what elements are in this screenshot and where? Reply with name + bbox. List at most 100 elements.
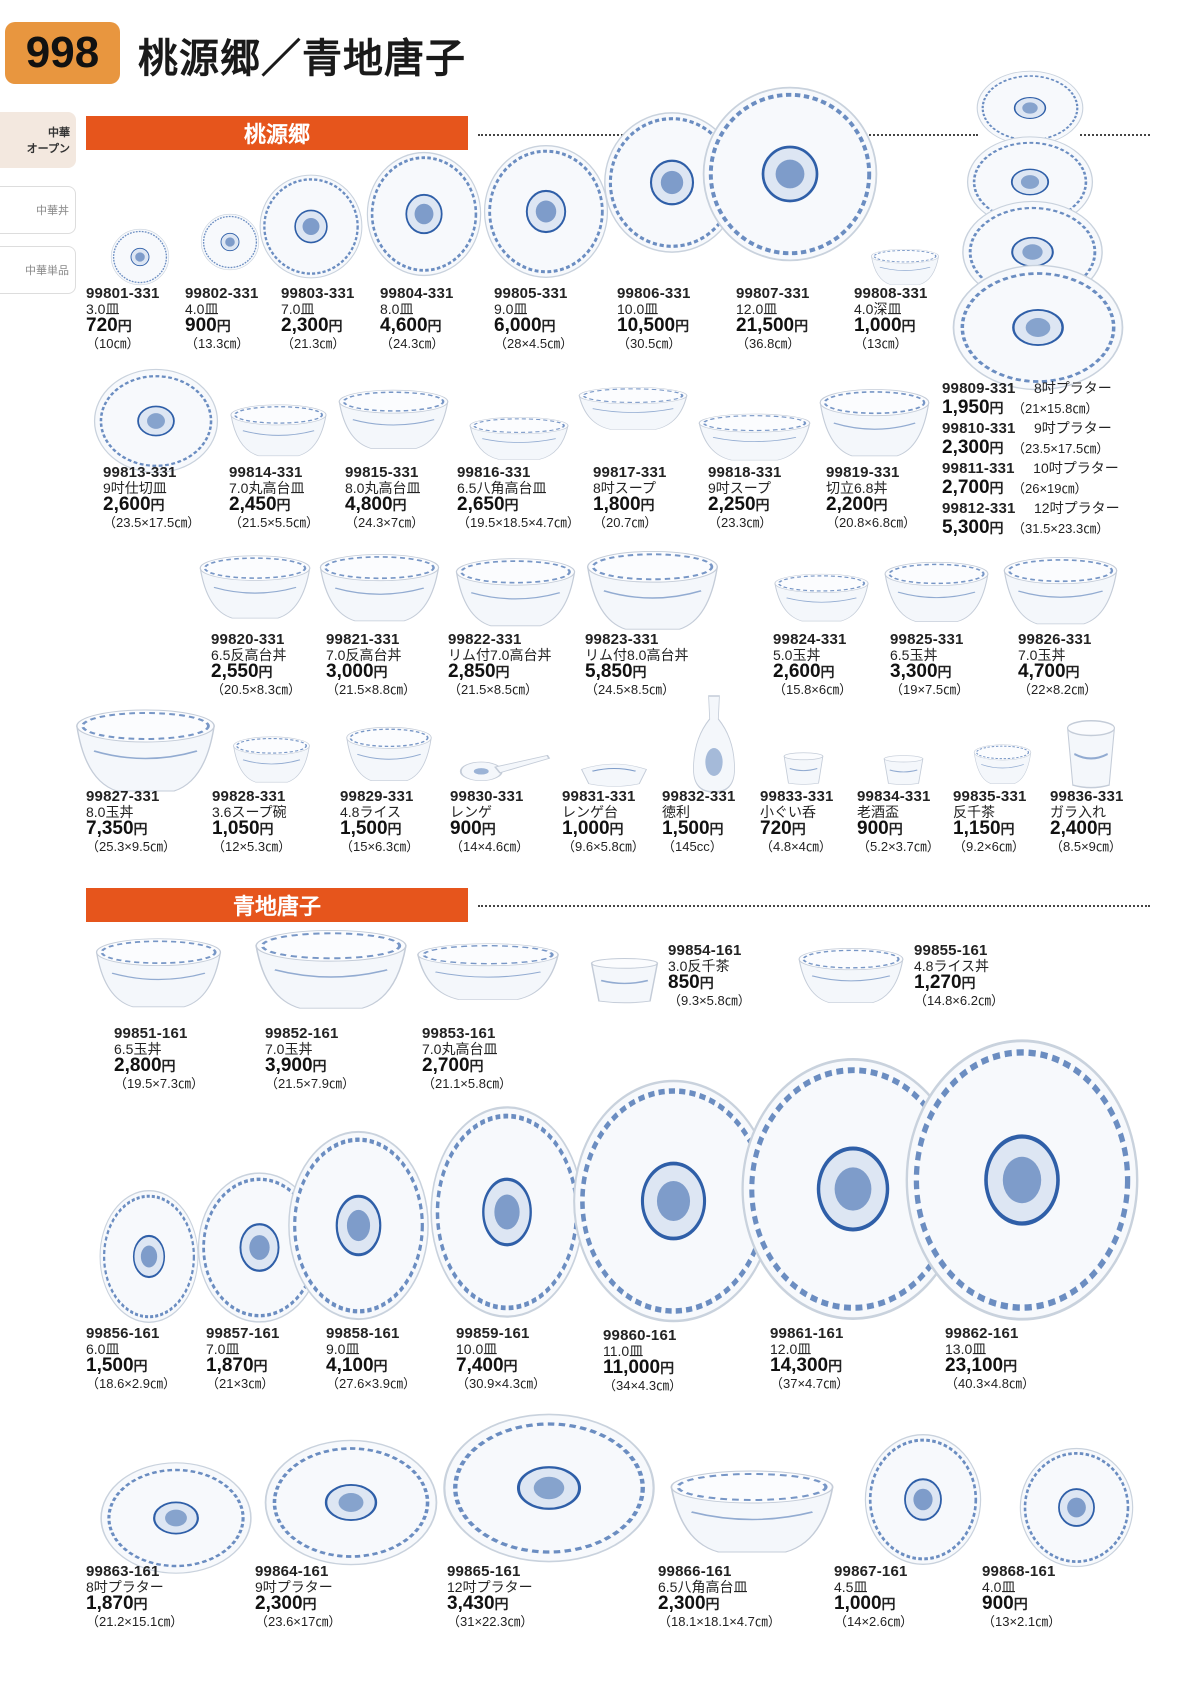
product-item: 99851-161 6.5玉丼 2,800円 （19.5×7.3㎝） [114, 1026, 204, 1090]
product-size: （21×3㎝） [206, 1376, 275, 1391]
product-name: 11.0皿 [603, 1343, 644, 1359]
product-name: 9.0皿 [494, 301, 528, 317]
product-image [98, 1458, 254, 1578]
product-size: （21.5×7.9㎝） [265, 1076, 355, 1091]
product-name: 12吋プラター [1034, 500, 1120, 516]
product-code: 99817-331 [593, 464, 667, 481]
product-price: 6,000 [494, 315, 542, 336]
product-size: （13㎝） [854, 336, 908, 351]
product-name: 6.5玉丼 [890, 647, 938, 663]
product-price: 2,300 [255, 1593, 303, 1614]
product-item: 99824-331 5.0玉丼 2,600円 （15.8×6㎝） [773, 632, 852, 696]
product-name: 5.0玉丼 [773, 647, 821, 663]
product-price: 1,950 [942, 397, 990, 418]
yen-unit: 円 [873, 497, 888, 513]
product-size: （9.2×6㎝） [953, 839, 1025, 854]
product-size: （24.5×8.5㎝） [585, 682, 675, 697]
product-item: 99865-161 12吋プラター 3,430円 （31×22.3㎝） [447, 1564, 533, 1628]
product-code: 99813-331 [103, 464, 177, 481]
product-item: 99856-161 6.0皿 1,500円 （18.6×2.9㎝） [86, 1326, 176, 1390]
product-price: 10,500 [617, 315, 676, 336]
product-name: 12.0皿 [736, 301, 778, 317]
product-name: 3.0皿 [86, 301, 120, 317]
product-name: 4.0皿 [982, 1579, 1016, 1595]
product-item: 99836-331 ガラ入れ 2,400円 （8.5×9㎝） [1050, 789, 1124, 853]
product-name: 7.0丸高台皿 [229, 480, 305, 496]
yen-unit: 円 [133, 821, 148, 837]
product-price: 4,800 [345, 494, 393, 515]
product-price: 2,450 [229, 494, 277, 515]
product-image [428, 1103, 586, 1321]
product-image [482, 143, 610, 280]
product-size: （23.6×17㎝） [255, 1614, 342, 1629]
product-size: （30.9×4.3㎝） [456, 1376, 546, 1391]
product-code: 99810-331 [942, 420, 1016, 437]
product-name: ガラ入れ [1050, 804, 1106, 820]
yen-unit: 円 [705, 1596, 720, 1612]
product-size: （23.5×17.5㎝） [103, 515, 201, 530]
product-code: 99805-331 [494, 285, 568, 302]
product-size: （10㎝） [86, 336, 140, 351]
product-name: レンゲ台 [562, 804, 618, 820]
product-code: 99820-331 [211, 631, 285, 648]
side-tab-chinese-single[interactable]: 中華単品 [0, 246, 76, 294]
product-price: 1,000 [562, 818, 610, 839]
yen-unit: 円 [504, 497, 519, 513]
product-price: 3,900 [265, 1055, 313, 1076]
product-name: 9吋仕切皿 [103, 480, 167, 496]
product-item: 99852-161 7.0玉丼 3,900円 （21.5×7.9㎝） [265, 1026, 355, 1090]
product-price: 1,270 [914, 972, 962, 993]
yen-unit: 円 [989, 400, 1004, 416]
yen-unit: 円 [133, 1596, 148, 1612]
product-image [110, 228, 170, 286]
product-price: 2,300 [942, 437, 990, 458]
yen-unit: 円 [699, 975, 714, 991]
product-image [700, 84, 880, 264]
product-code: 99808-331 [854, 285, 928, 302]
yen-unit: 円 [609, 821, 624, 837]
side-tab-chinese-open[interactable]: 中華 オープン [0, 112, 76, 168]
product-image [365, 150, 483, 278]
product-name: 4.0皿 [185, 301, 219, 317]
product-name: 9吋プラター [1034, 420, 1112, 436]
product-name: 9吋プラター [255, 1579, 333, 1595]
product-name: 8.0玉丼 [86, 804, 134, 820]
product-code: 99868-161 [982, 1563, 1056, 1580]
divider [1080, 134, 1150, 136]
product-code: 99811-331 [942, 460, 1015, 477]
yen-unit: 円 [312, 1058, 327, 1074]
product-size: （21.5×8.8㎝） [326, 682, 416, 697]
product-item: 99806-331 10.0皿 10,500円 （30.5㎝） [617, 286, 691, 350]
product-price: 720 [86, 315, 118, 336]
product-size: （9.3×5.8㎝） [668, 993, 751, 1008]
product-price: 1,870 [86, 1593, 134, 1614]
side-tab-chinese-bowl[interactable]: 中華丼 [0, 186, 76, 234]
product-item: 99835-331 反千茶 1,150円 （9.2×6㎝） [953, 789, 1027, 853]
product-price: 2,300 [658, 1593, 706, 1614]
product-code: 99812-331 [942, 500, 1016, 517]
product-name: 4.8ライス [340, 804, 402, 820]
product-code: 99803-331 [281, 285, 355, 302]
product-item: 99858-161 9.0皿 4,100円 （27.6×3.9㎝） [326, 1326, 416, 1390]
section-title: 青地唐子 [232, 894, 321, 920]
product-image [585, 538, 720, 634]
product-size: （21.3㎝） [281, 336, 346, 351]
product-name: 9.0皿 [326, 1341, 360, 1357]
yen-unit: 円 [133, 1358, 148, 1374]
product-item: 99833-331 小ぐい呑 720円 （4.8×4㎝） [760, 789, 834, 853]
product-price: 2,550 [211, 661, 259, 682]
product-item: 99834-331 老酒盃 900円 （5.2×3.7㎝） [857, 789, 940, 853]
product-name: 10.0皿 [617, 301, 659, 317]
product-image [229, 396, 328, 459]
product-code: 99802-331 [185, 285, 259, 302]
product-name: 9吋スープ [708, 480, 771, 496]
product-size: （14.8×6.2㎝） [914, 993, 1004, 1008]
product-price: 1,800 [593, 494, 641, 515]
product-price: 1,500 [86, 1355, 134, 1376]
yen-unit: 円 [481, 821, 496, 837]
yen-unit: 円 [373, 1358, 388, 1374]
product-item: 99820-331 6.5反高台丼 2,550円 （20.5×8.3㎝） [211, 632, 301, 696]
product-price: 2,700 [422, 1055, 470, 1076]
product-code: 99804-331 [380, 285, 454, 302]
product-size: （15.8×6㎝） [773, 682, 853, 697]
